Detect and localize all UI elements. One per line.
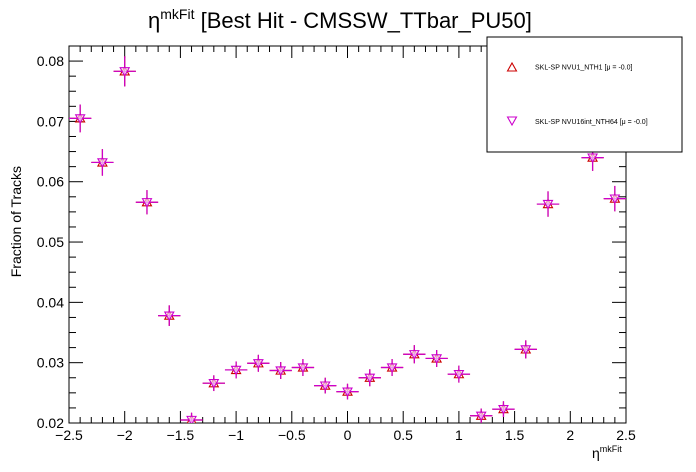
x-tick-label: 2.5	[616, 427, 636, 443]
legend: SKL-SP NVU1_NTH1 [μ = -0.0] SKL-SP NVU16…	[486, 36, 683, 153]
x-axis-title: ηmkFit	[592, 444, 622, 461]
data-point	[453, 369, 465, 380]
x-axis-title-sup: mkFit	[600, 444, 622, 454]
plot-area: −2.5 −2 −1.5 −1 −0.5 0 0.5 1 1.5 2 2.5 0.02 0.03 0.04…	[37, 45, 636, 443]
x-tick-label: 2	[566, 427, 574, 443]
legend-marker-down-icon	[506, 116, 518, 127]
data-point	[498, 404, 509, 415]
data-point	[386, 363, 398, 374]
y-tick-label: 0.06	[37, 174, 64, 190]
data-point	[141, 198, 153, 208]
chart-title-sup: mkFit	[160, 6, 194, 22]
data-point	[74, 114, 86, 125]
x-axis-title-main: η	[592, 445, 600, 461]
x-tick-label: 1.5	[505, 427, 525, 443]
data-point	[297, 363, 309, 374]
legend-box	[486, 36, 683, 153]
y-axis-title: Fraction of Tracks	[8, 166, 24, 277]
data-point	[163, 311, 175, 322]
data-point	[408, 350, 420, 360]
x-tick-label: −1	[228, 427, 244, 443]
y-tick-label: 0.03	[37, 355, 64, 371]
x-tick-label: −2	[117, 427, 133, 443]
data-layer	[69, 46, 626, 423]
legend-label-1: SKL-SP NVU1_NTH1 [μ = -0.0]	[535, 65, 633, 72]
data-point	[252, 359, 264, 369]
x-tick-label: −1.5	[167, 427, 195, 443]
data-point	[587, 153, 599, 164]
data-point	[186, 415, 197, 423]
y-tick-label: 0.07	[37, 113, 64, 129]
y-tick-label: 0.02	[37, 415, 64, 431]
legend-entry-1: SKL-SP NVU1_NTH1 [μ = -0.0]	[506, 61, 633, 72]
legend-entry-2: SKL-SP NVU16int_NTH64 [μ = -0.0]	[506, 116, 648, 127]
x-tick-label: 1	[455, 427, 463, 443]
legend-marker-up-icon	[506, 61, 518, 72]
x-tick-label: 0	[344, 427, 352, 443]
data-point	[208, 379, 220, 389]
y-tick-label: 0.08	[37, 53, 64, 69]
data-point	[364, 373, 376, 384]
chart-title-main: η	[148, 8, 160, 33]
data-point	[275, 366, 287, 377]
data-point	[119, 67, 131, 77]
data-point	[342, 387, 353, 398]
data-point	[230, 365, 242, 376]
data-point	[542, 199, 554, 210]
x-tick-label: 0.5	[393, 427, 413, 443]
data-point	[96, 158, 108, 169]
x-tick-label: −2.5	[55, 427, 83, 443]
chart-title-rest: [Best Hit - CMSSW_TTbar_PU50]	[194, 8, 531, 33]
legend-label-2: SKL-SP NVU16int_NTH64 [μ = -0.0]	[535, 119, 648, 126]
data-point	[609, 194, 621, 205]
data-point	[319, 381, 331, 392]
chart-title: ηmkFit [Best Hit - CMSSW_TTbar_PU50]	[148, 6, 532, 33]
data-point	[431, 354, 443, 365]
y-tick-label: 0.04	[37, 294, 64, 310]
y-tick-label: 0.05	[37, 234, 64, 250]
x-tick-label: −0.5	[278, 427, 306, 443]
data-point	[520, 345, 532, 356]
data-point	[475, 411, 487, 422]
